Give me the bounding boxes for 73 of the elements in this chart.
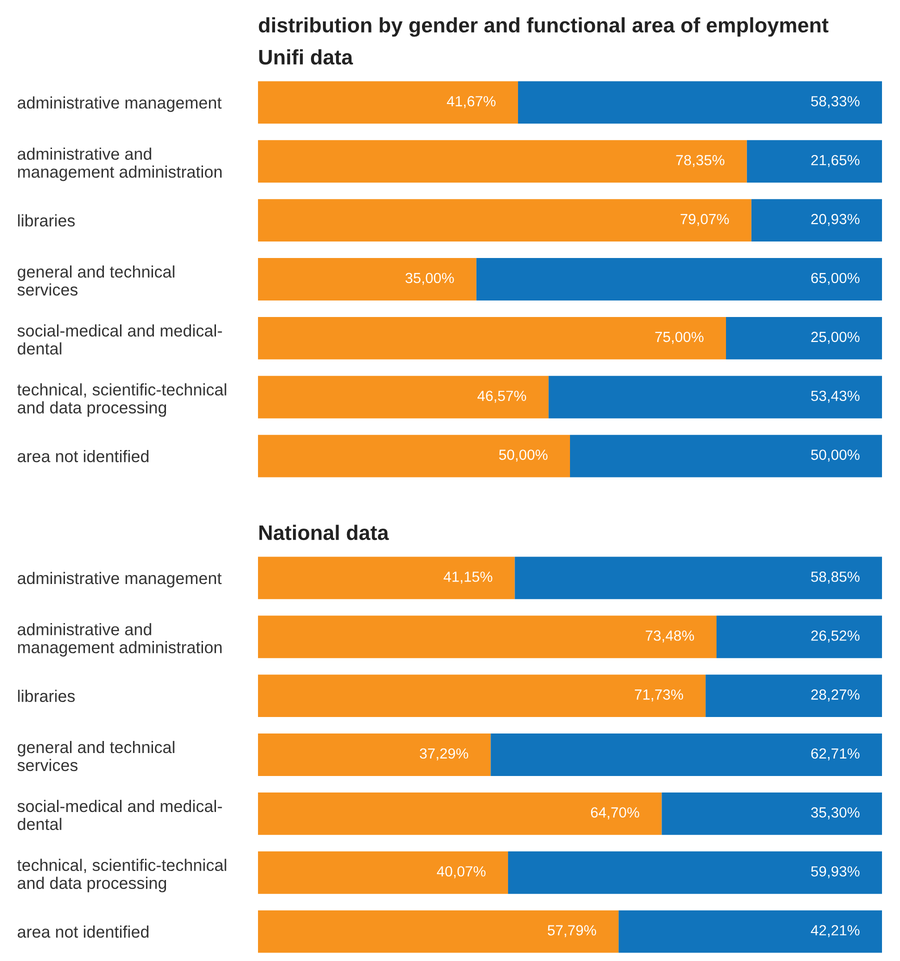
data-label: 50,00%	[811, 450, 860, 462]
data-label: 57,79%	[548, 925, 596, 938]
bar	[726, 316, 882, 360]
y-tick-label: libraries	[18, 214, 75, 227]
bar	[258, 199, 752, 242]
bar	[258, 674, 706, 718]
y-tick-label: administrative and management administration	[18, 148, 222, 182]
data-label: 58,33%	[811, 96, 860, 108]
y-tick-label: libraries	[18, 690, 75, 702]
y-tick-label: social-medical and medical- dental	[17, 800, 222, 830]
bar	[258, 434, 570, 478]
data-label: 75,00%	[655, 332, 704, 344]
bar	[508, 851, 882, 894]
y-tick-label: general and technical services	[17, 265, 174, 296]
data-label: 40,07%	[436, 866, 486, 878]
bar	[751, 199, 882, 242]
bar	[618, 910, 882, 953]
chart-title: distribution by gender and functional area of employment	[258, 17, 828, 37]
y-tick-label: area not identified	[18, 925, 148, 938]
bar	[662, 792, 882, 835]
bar	[258, 81, 518, 124]
bar	[570, 434, 882, 478]
bar	[518, 81, 882, 124]
data-label: 25,00%	[811, 332, 860, 344]
bar	[258, 376, 549, 418]
y-tick-label: administrative management	[18, 96, 222, 112]
y-tick-label: administrative management	[18, 572, 222, 588]
y-tick-label: general and technical services	[17, 740, 174, 772]
data-label: 41,67%	[446, 96, 496, 108]
data-label: 20,93%	[811, 214, 860, 226]
bar	[476, 258, 882, 300]
data-label: 35,00%	[406, 272, 454, 285]
data-label: 21,65%	[811, 154, 860, 168]
data-label: 78,35%	[676, 154, 724, 168]
bar	[514, 556, 882, 600]
bar	[258, 616, 717, 658]
bar	[258, 316, 726, 360]
bar	[258, 851, 508, 894]
data-label: 42,21%	[810, 925, 860, 938]
bar	[548, 376, 882, 418]
y-tick-label: administrative and management administration	[18, 623, 222, 657]
bar	[706, 674, 882, 718]
bar	[258, 258, 476, 300]
data-label: 64,70%	[591, 807, 640, 820]
bar	[716, 616, 882, 658]
data-label: 71,73%	[634, 689, 684, 702]
data-label: 46,57%	[477, 390, 526, 403]
y-tick-label: technical, scientific-technical and data processing	[17, 383, 226, 417]
bar	[258, 792, 662, 835]
bar	[258, 734, 491, 776]
data-label: 62,71%	[811, 748, 860, 760]
data-label: 53,43%	[811, 390, 860, 403]
y-tick-label: area not identified	[18, 450, 148, 462]
bar	[258, 140, 747, 183]
data-label: 26,52%	[811, 630, 860, 643]
data-label: 35,30%	[811, 807, 860, 820]
chart-subtitle: Unifi data	[259, 49, 354, 65]
data-label: 58,85%	[811, 572, 860, 584]
bar	[490, 734, 882, 776]
data-label: 37,29%	[420, 748, 468, 760]
data-label: 65,00%	[811, 272, 860, 285]
bar	[258, 910, 619, 953]
chart-title: National data	[259, 524, 389, 540]
data-label: 59,93%	[811, 866, 860, 878]
data-label: 28,27%	[811, 689, 860, 702]
bar	[258, 556, 515, 600]
data-label: 73,48%	[646, 630, 694, 643]
data-label: 41,15%	[444, 572, 492, 584]
y-tick-label: social-medical and medical- dental	[17, 324, 222, 355]
bar	[746, 140, 882, 183]
data-label: 79,07%	[680, 214, 729, 226]
y-tick-label: technical, scientific-technical and data processing	[17, 858, 226, 892]
data-label: 50,00%	[499, 450, 548, 462]
